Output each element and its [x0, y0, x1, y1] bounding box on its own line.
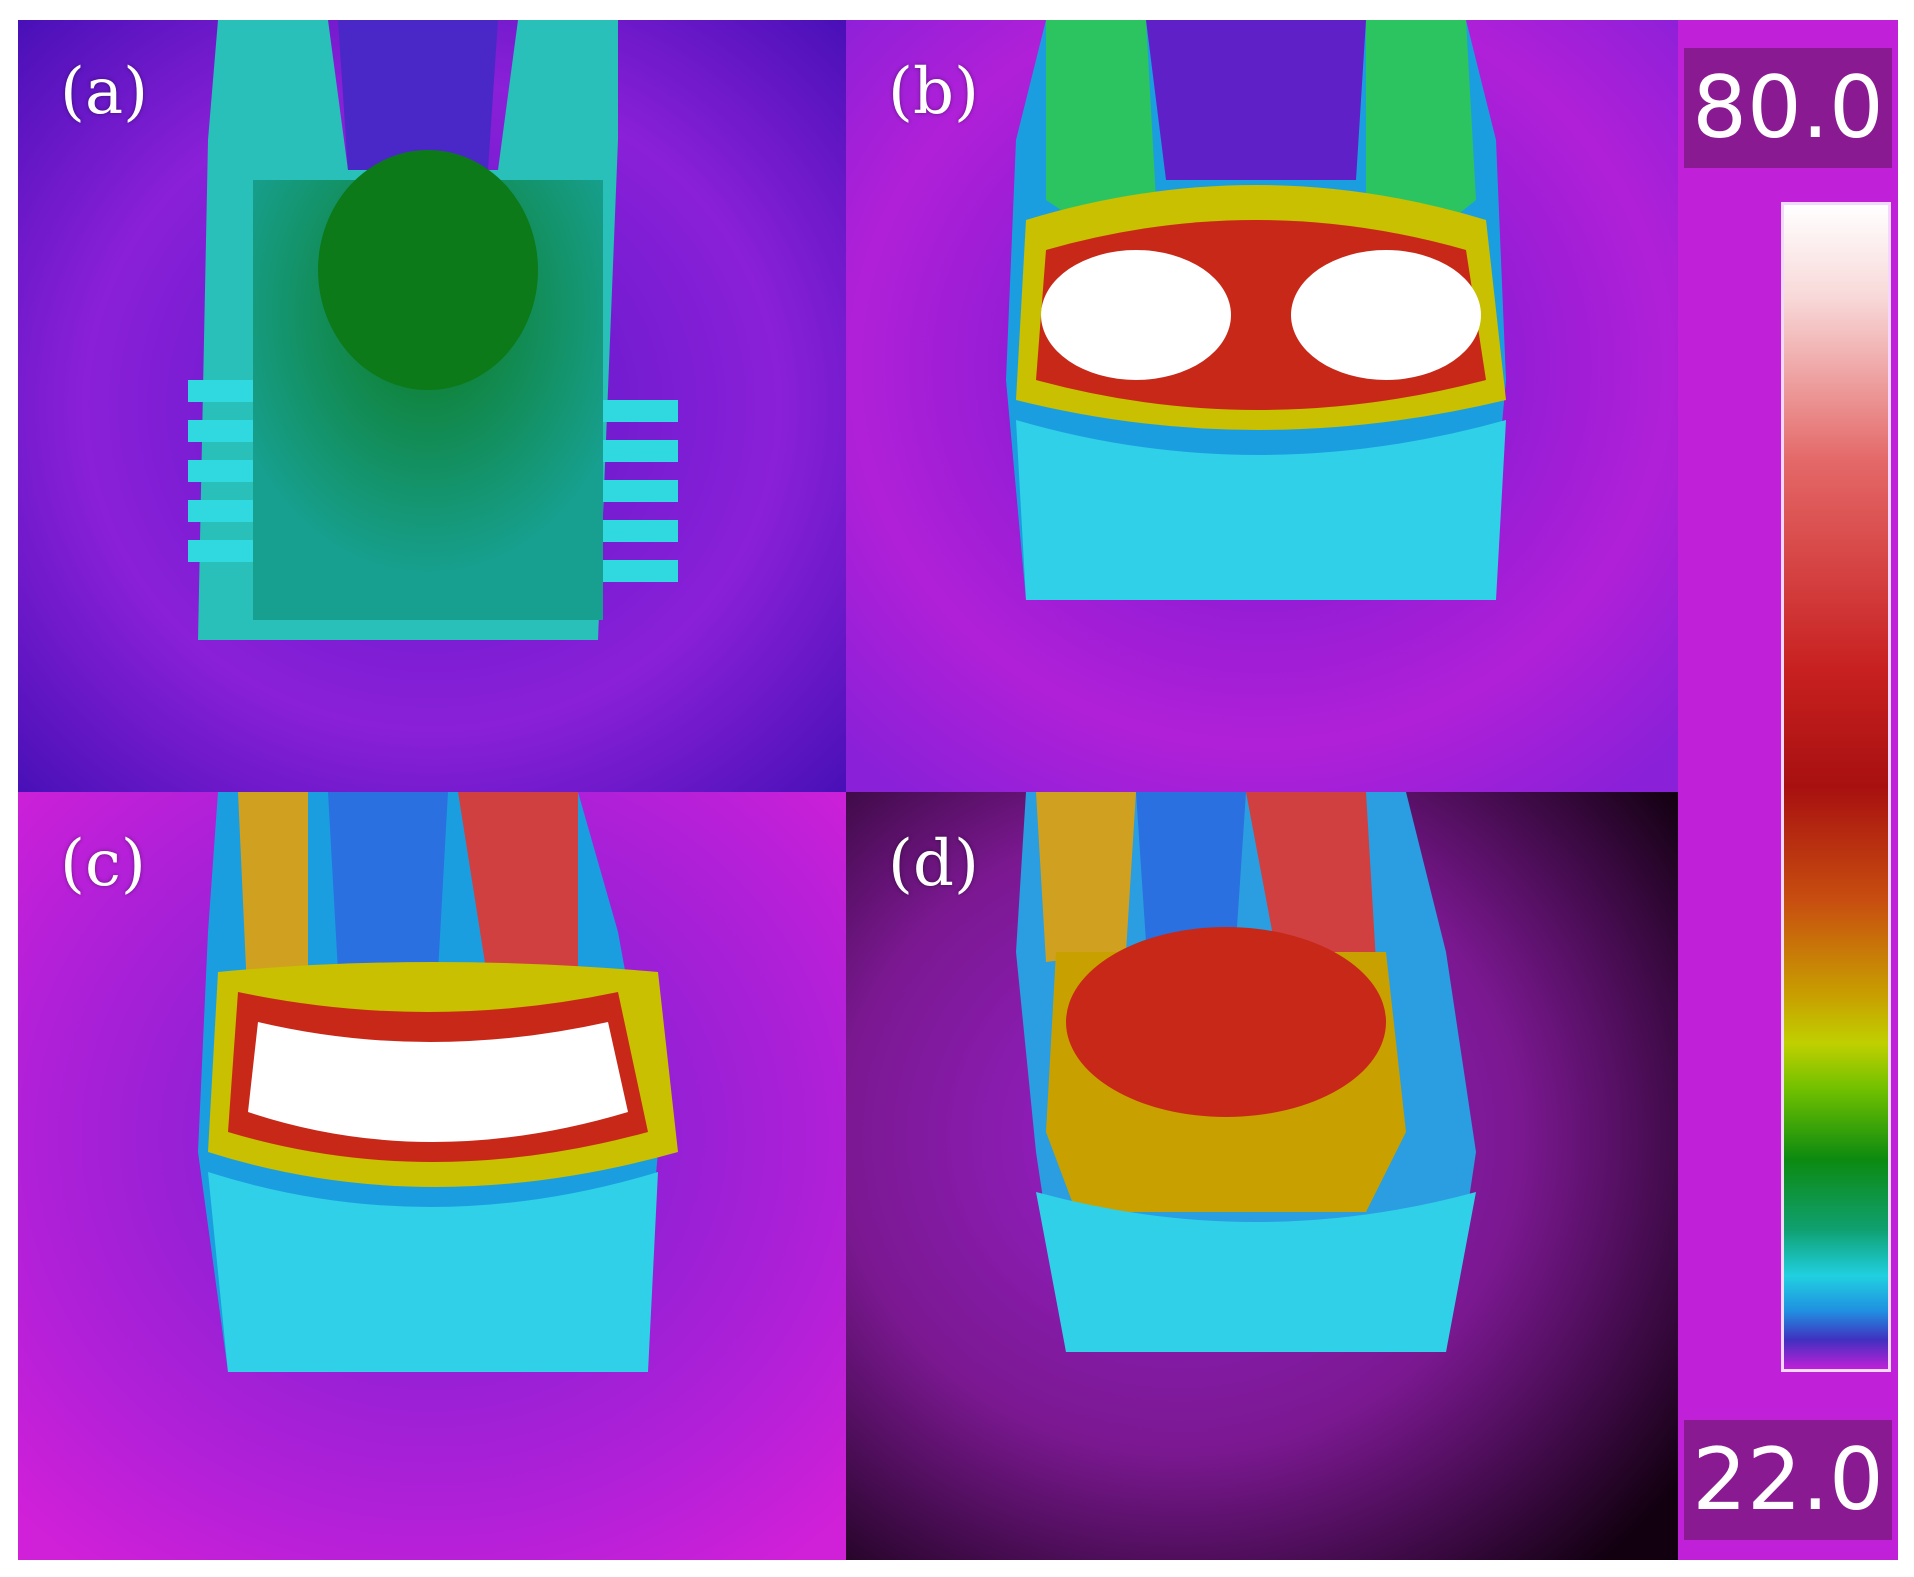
- panel-label-d: (d): [888, 827, 979, 901]
- panel-label-c: (c): [60, 827, 146, 901]
- panel-label-b: (b): [888, 55, 979, 129]
- figure: (a) (b): [18, 20, 1898, 1560]
- thermal-image-c: (c): [18, 792, 846, 1560]
- thermal-image-c-graphic: [18, 792, 846, 1560]
- thermal-image-b-graphic: [846, 20, 1678, 792]
- thermal-image-b: (b): [846, 20, 1678, 792]
- scale-min-value: 22.0: [1684, 1420, 1892, 1540]
- panel-label-a: (a): [60, 55, 149, 129]
- thermal-image-d: (d): [846, 792, 1678, 1560]
- scale-max-value: 80.0: [1684, 48, 1892, 168]
- thermal-image-d-graphic: [846, 792, 1678, 1560]
- color-scale-bar: [1781, 202, 1891, 1372]
- thermal-image-a-graphic: [18, 20, 846, 792]
- thermal-image-a: (a): [18, 20, 846, 792]
- temperature-scale: 80.0 22.0: [1678, 20, 1898, 1560]
